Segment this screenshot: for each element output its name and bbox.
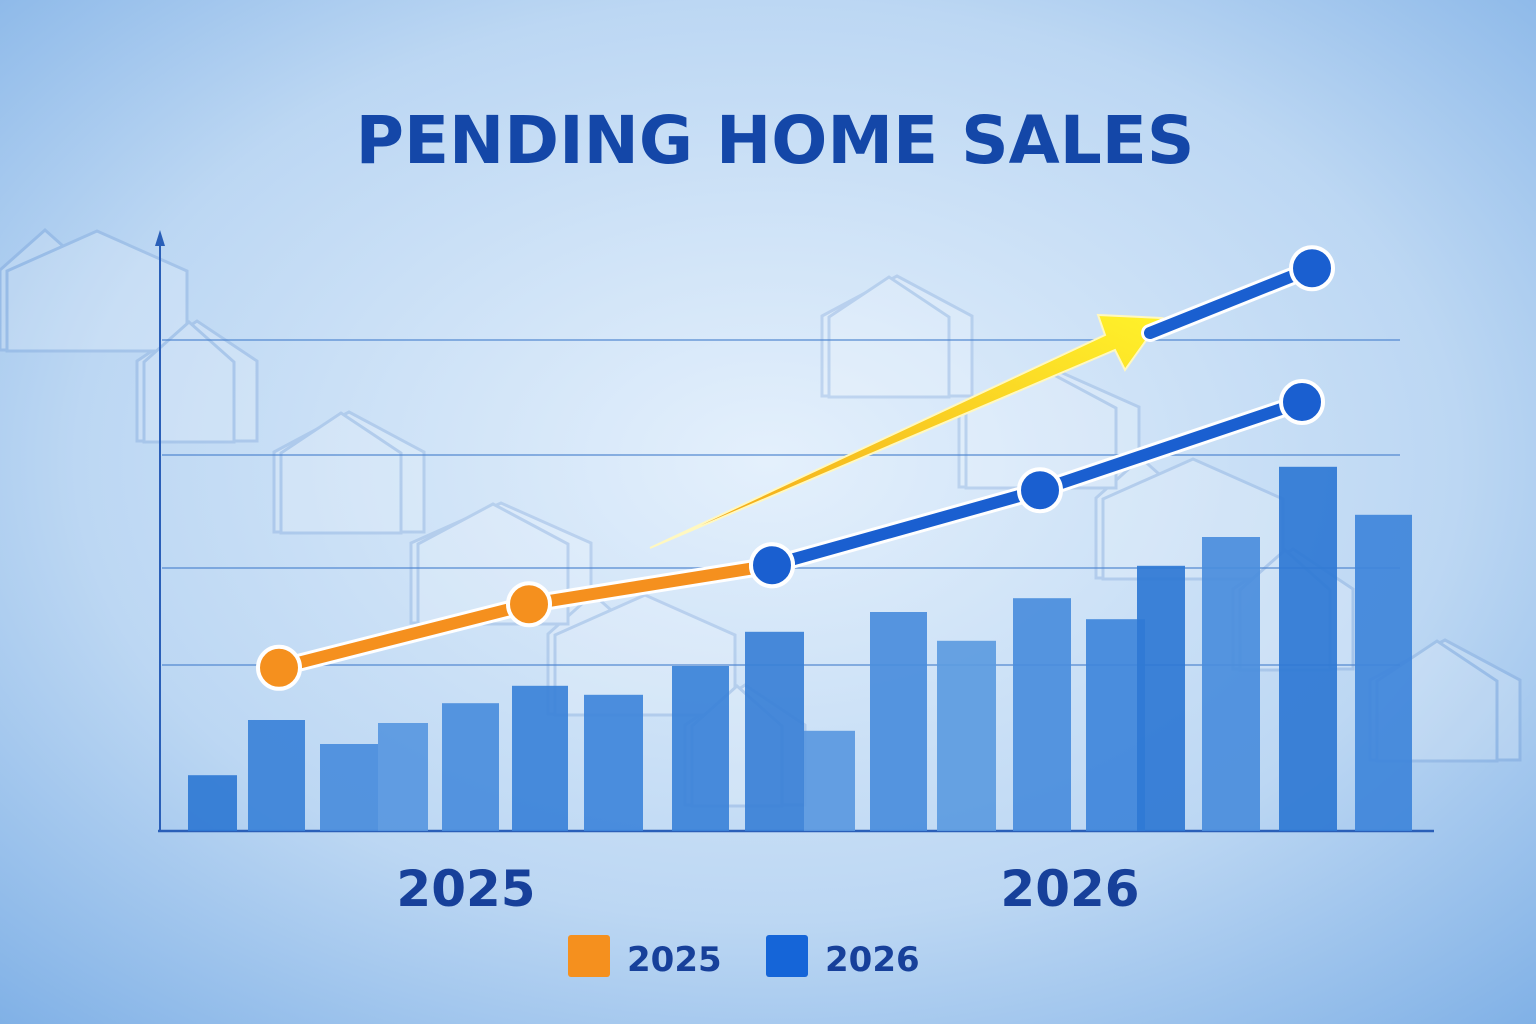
- house-icon: [142, 319, 236, 444]
- house-icon: [5, 229, 189, 353]
- trend-arrow: [649, 313, 1164, 549]
- bar: [672, 666, 729, 831]
- bars: [188, 466, 1412, 831]
- chart-title: PENDING HOME SALES: [356, 102, 1195, 179]
- bar: [870, 612, 927, 831]
- bar: [1202, 537, 1260, 831]
- bar: [320, 744, 378, 831]
- legend-swatch-2025: [568, 935, 610, 977]
- legend-swatch-2026: [766, 935, 808, 977]
- x-group-label: 2026: [1000, 860, 1139, 918]
- house-icon: [827, 275, 951, 399]
- data-point: [1017, 467, 1063, 514]
- data-point: [506, 581, 552, 628]
- bar: [1137, 565, 1185, 831]
- data-point: [749, 542, 795, 589]
- bar: [804, 730, 855, 831]
- house-icon: [272, 410, 426, 534]
- legend-label: 2025: [627, 940, 722, 980]
- data-point: [256, 644, 302, 691]
- bar: [1013, 598, 1071, 831]
- house-icon: [0, 227, 92, 352]
- data-point: [1289, 245, 1335, 292]
- y-axis-arrow-icon: [155, 230, 165, 246]
- bar: [442, 703, 499, 831]
- bar: [188, 775, 237, 831]
- bar: [1086, 619, 1145, 831]
- legend: 2025 2026: [568, 935, 920, 980]
- legend-label: 2026: [825, 940, 920, 980]
- bar: [937, 640, 996, 831]
- line-series-2026: [1144, 262, 1318, 339]
- bar: [378, 723, 428, 831]
- bar: [248, 720, 305, 831]
- house-icon: [279, 411, 403, 535]
- bar: [1279, 466, 1337, 831]
- bar: [745, 631, 804, 831]
- bar: [584, 694, 643, 831]
- house-icon: [135, 319, 259, 443]
- bar: [512, 685, 568, 831]
- x-group-label: 2025: [396, 860, 535, 918]
- bar: [1355, 514, 1412, 831]
- lines: [256, 245, 1335, 691]
- house-icon: [820, 274, 974, 398]
- data-point: [1279, 379, 1325, 425]
